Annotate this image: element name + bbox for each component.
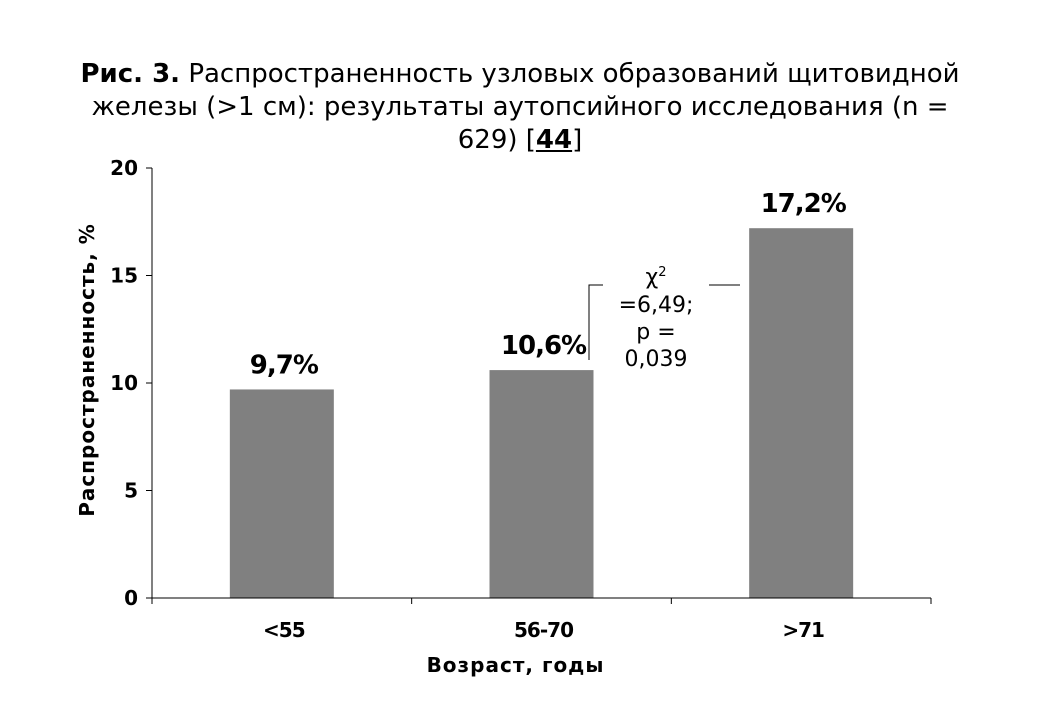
data-label-3: 17,2% (761, 189, 847, 219)
bar-1 (229, 389, 334, 598)
data-label-2: 10,6% (501, 331, 587, 361)
x-tick-label-2: 56-70 (514, 618, 573, 642)
x-axis-title: Возраст, годы (427, 653, 605, 677)
figure-title-end: ] (572, 125, 583, 155)
figure-reference: 44 (535, 125, 573, 155)
y-tick-label-1: 0 (124, 586, 138, 610)
y-tick-label-5: 20 (110, 156, 138, 180)
bar-2 (489, 370, 594, 598)
chi-square-symbol: χ2 (646, 265, 667, 290)
y-tick-label-3: 10 (110, 371, 138, 395)
x-tick-label-3: >71 (782, 618, 824, 642)
bar-3 (749, 228, 854, 598)
figure-label: Рис. 3. (80, 59, 181, 89)
annotation-line-1: =6,49; (619, 293, 694, 318)
chi-square-annotation: χ2 =6,49;p =0,039 (588, 265, 740, 372)
data-label-1: 9,7% (250, 350, 319, 380)
figure-title-text: Распространенность узловых образований щ… (91, 59, 960, 155)
chart-title: Рис. 3. Распространенность узловых образ… (70, 58, 970, 157)
annotation-bracket-left (588, 284, 603, 360)
y-axis-title: Распространенность, % (75, 223, 99, 517)
annotation-line-3: 0,039 (625, 347, 688, 372)
annotation-line-2: p = (636, 320, 675, 345)
y-tick-label-2: 5 (124, 479, 138, 503)
x-tick-label-1: <55 (263, 618, 305, 642)
y-tick-label-4: 15 (110, 264, 138, 288)
